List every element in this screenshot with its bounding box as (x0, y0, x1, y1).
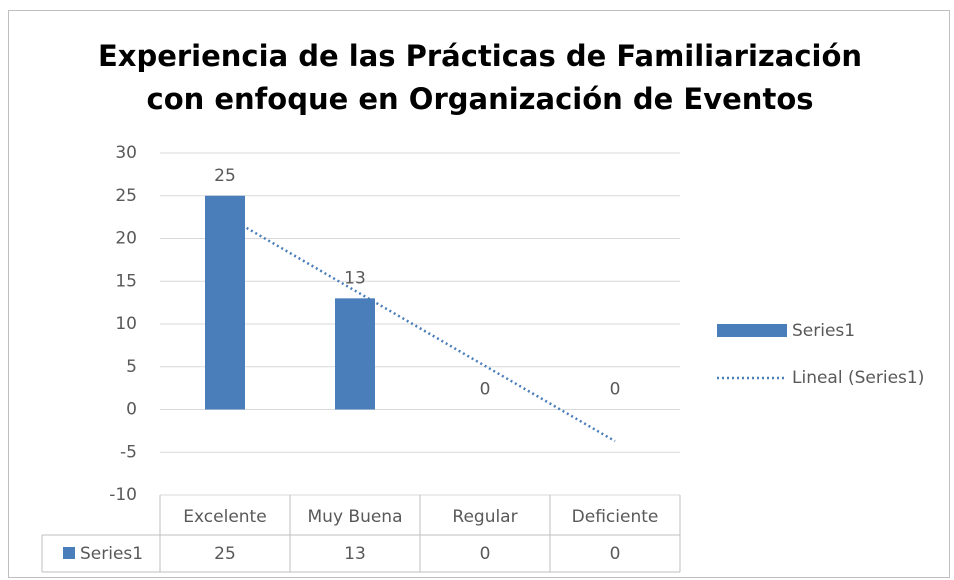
bar (335, 298, 375, 410)
table-cell: 0 (610, 544, 621, 564)
data-label: 0 (610, 380, 621, 400)
bar (205, 195, 245, 410)
chart-title: Experiencia de las Prácticas de Familiar… (98, 39, 862, 73)
trendline (224, 214, 616, 443)
legend-label: Lineal (Series1) (792, 368, 924, 388)
y-tick-label: 5 (126, 357, 137, 377)
table-row-label: Series1 (80, 544, 143, 564)
data-label: 25 (214, 166, 236, 186)
table-header: Muy Buena (308, 507, 403, 527)
y-tick-label: -5 (120, 442, 137, 462)
y-tick-label: -10 (109, 485, 137, 505)
chart-title: con enfoque en Organización de Eventos (147, 82, 814, 116)
y-tick-label: 0 (126, 400, 137, 420)
data-label: 0 (480, 380, 491, 400)
y-tick-label: 10 (115, 314, 137, 334)
legend-label: Series1 (792, 321, 855, 341)
y-tick-label: 30 (115, 143, 137, 163)
chart-border (8, 10, 950, 578)
table-legend-key (63, 547, 75, 559)
table-cell: 13 (344, 544, 366, 564)
table-header: Regular (452, 507, 517, 527)
y-tick-label: 25 (115, 186, 137, 206)
y-tick-label: 15 (115, 271, 137, 291)
table-cell: 0 (480, 544, 491, 564)
table-header: Excelente (183, 507, 266, 527)
y-tick-label: 20 (115, 229, 137, 249)
table-header: Deficiente (572, 507, 659, 527)
legend-swatch (717, 324, 787, 337)
table-cell: 25 (214, 544, 236, 564)
data-label: 13 (344, 268, 366, 288)
